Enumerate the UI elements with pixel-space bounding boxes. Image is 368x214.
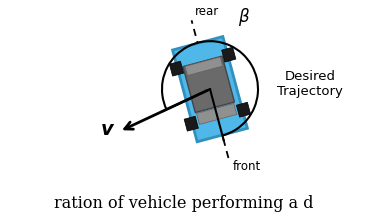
Text: v: v (100, 120, 113, 139)
Polygon shape (173, 37, 247, 142)
Polygon shape (222, 47, 236, 62)
Text: β: β (238, 8, 249, 26)
Polygon shape (184, 116, 198, 131)
Text: ration of vehicle performing a d: ration of vehicle performing a d (54, 195, 314, 212)
Polygon shape (185, 57, 223, 76)
Polygon shape (169, 61, 184, 76)
Text: front: front (233, 160, 261, 173)
Text: Desired
Trajectory: Desired Trajectory (277, 70, 343, 98)
Text: rear: rear (195, 5, 219, 18)
Polygon shape (236, 102, 251, 117)
Polygon shape (197, 103, 237, 124)
Polygon shape (183, 56, 234, 113)
